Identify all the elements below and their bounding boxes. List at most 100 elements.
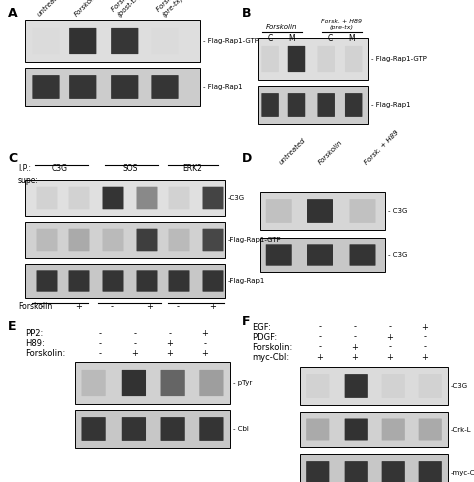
FancyBboxPatch shape: [349, 199, 375, 223]
Text: -: -: [319, 322, 321, 332]
FancyBboxPatch shape: [137, 187, 157, 209]
FancyBboxPatch shape: [82, 417, 106, 441]
FancyBboxPatch shape: [345, 461, 368, 482]
Text: +: +: [166, 349, 173, 359]
Text: +: +: [387, 333, 393, 342]
Text: -: -: [99, 339, 101, 348]
Text: +: +: [146, 302, 154, 311]
FancyBboxPatch shape: [202, 270, 224, 292]
FancyBboxPatch shape: [261, 93, 279, 117]
FancyBboxPatch shape: [168, 187, 190, 209]
Text: Forskolin: Forskolin: [74, 0, 100, 18]
FancyBboxPatch shape: [288, 46, 305, 72]
Text: -: -: [319, 343, 321, 351]
Text: Forsk. + H89
(pre-tx): Forsk. + H89 (pre-tx): [321, 19, 363, 30]
Text: Forsk. + H89
(pre-tx): Forsk. + H89 (pre-tx): [155, 0, 197, 18]
Bar: [300, 454, 448, 482]
Text: -: -: [99, 349, 101, 359]
Text: C: C: [8, 152, 17, 165]
Bar: [25, 180, 225, 216]
Text: F: F: [242, 315, 250, 328]
Text: +: +: [201, 330, 209, 338]
Text: Forskolin:: Forskolin:: [25, 349, 65, 359]
Text: -: -: [423, 333, 427, 342]
FancyBboxPatch shape: [266, 199, 292, 223]
Text: B: B: [242, 7, 252, 20]
FancyBboxPatch shape: [36, 270, 57, 292]
FancyBboxPatch shape: [288, 93, 305, 117]
Text: -: -: [354, 333, 356, 342]
FancyBboxPatch shape: [102, 228, 124, 251]
Text: myc-Cbl:: myc-Cbl:: [252, 352, 289, 362]
Text: +: +: [421, 352, 428, 362]
Text: Forskolin: Forskolin: [318, 139, 344, 166]
FancyBboxPatch shape: [199, 370, 224, 396]
Text: -Flag-Rap1-GTP: -Flag-Rap1-GTP: [228, 237, 282, 243]
Text: -: -: [389, 343, 392, 351]
FancyBboxPatch shape: [419, 374, 442, 398]
Text: -: -: [319, 333, 321, 342]
Text: +: +: [352, 352, 358, 362]
Text: - Flag-Rap1-GTP: - Flag-Rap1-GTP: [371, 56, 427, 62]
Text: -: -: [176, 302, 180, 311]
FancyBboxPatch shape: [69, 270, 90, 292]
FancyBboxPatch shape: [151, 28, 179, 54]
Bar: [25, 264, 225, 298]
FancyBboxPatch shape: [419, 418, 442, 441]
FancyBboxPatch shape: [261, 46, 279, 72]
Text: +: +: [132, 349, 138, 359]
FancyBboxPatch shape: [151, 75, 179, 99]
Text: -C3G: -C3G: [228, 195, 245, 201]
FancyBboxPatch shape: [266, 244, 292, 266]
FancyBboxPatch shape: [137, 270, 157, 292]
Text: +: +: [201, 349, 209, 359]
FancyBboxPatch shape: [36, 187, 57, 209]
Text: Forsk. + H89
(post-tx): Forsk. + H89 (post-tx): [110, 0, 152, 18]
FancyBboxPatch shape: [69, 187, 90, 209]
FancyBboxPatch shape: [307, 244, 333, 266]
Text: -: -: [110, 302, 113, 311]
Text: -C3G: -C3G: [451, 383, 468, 389]
FancyBboxPatch shape: [122, 370, 146, 396]
FancyBboxPatch shape: [382, 418, 405, 441]
Text: Forskolin: Forskolin: [266, 24, 298, 30]
Text: Forskolin:: Forskolin:: [252, 343, 292, 351]
Bar: [300, 412, 448, 447]
Bar: [25, 68, 200, 106]
FancyBboxPatch shape: [306, 374, 329, 398]
Bar: [75, 362, 230, 404]
Text: - Flag-Rap1-GTP: - Flag-Rap1-GTP: [203, 38, 259, 44]
Text: C: C: [328, 34, 333, 43]
Bar: [25, 222, 225, 258]
Text: H89:: H89:: [25, 339, 45, 348]
Text: +: +: [210, 302, 217, 311]
FancyBboxPatch shape: [345, 93, 363, 117]
Text: -: -: [40, 302, 44, 311]
FancyBboxPatch shape: [318, 46, 335, 72]
FancyBboxPatch shape: [161, 417, 185, 441]
FancyBboxPatch shape: [111, 75, 138, 99]
FancyBboxPatch shape: [111, 28, 138, 54]
Text: C: C: [267, 34, 273, 43]
Bar: [258, 38, 368, 80]
FancyBboxPatch shape: [102, 187, 124, 209]
Text: supe:: supe:: [18, 176, 39, 185]
FancyBboxPatch shape: [32, 28, 60, 54]
Text: - C3G: - C3G: [388, 252, 407, 258]
Text: -: -: [354, 322, 356, 332]
Text: D: D: [242, 152, 252, 165]
Text: - Cbl: - Cbl: [233, 426, 249, 432]
Bar: [258, 86, 368, 124]
Text: - Flag-Rap1: - Flag-Rap1: [371, 102, 410, 108]
FancyBboxPatch shape: [102, 270, 124, 292]
FancyBboxPatch shape: [382, 461, 405, 482]
FancyBboxPatch shape: [202, 187, 224, 209]
Text: -: -: [203, 339, 207, 348]
FancyBboxPatch shape: [161, 370, 185, 396]
Text: -: -: [134, 339, 137, 348]
FancyBboxPatch shape: [199, 417, 224, 441]
FancyBboxPatch shape: [36, 228, 57, 251]
Text: - pTyr: - pTyr: [233, 380, 252, 386]
Text: -: -: [389, 322, 392, 332]
FancyBboxPatch shape: [419, 461, 442, 482]
